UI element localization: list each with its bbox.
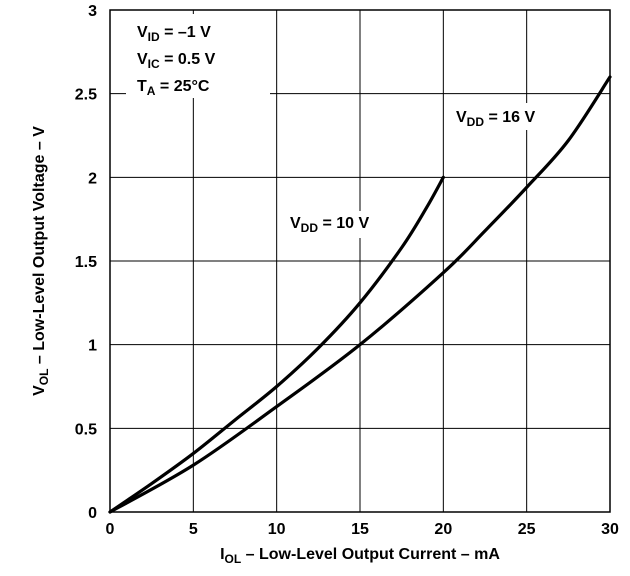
x-tick-labels: 0 5 10 15 20 25 30: [106, 521, 619, 538]
x-tick-label: 10: [268, 521, 286, 538]
y-tick-label: 0: [88, 505, 97, 522]
y-tick-label: 1.5: [75, 254, 97, 271]
y-axis-title: VOL – Low-Level Output Voltage – V: [31, 126, 51, 396]
x-tick-label: 0: [106, 521, 115, 538]
y-tick-label: 0.5: [75, 421, 97, 438]
series-label-vdd10: VDD = 10 V: [290, 215, 369, 235]
y-tick-label: 2.5: [75, 87, 97, 104]
series-lines: [108, 75, 612, 514]
y-tick-label: 2: [88, 170, 97, 187]
label-box-vdd10: [282, 211, 404, 238]
condition-ta: TA = 25°C: [137, 78, 210, 98]
condition-vid: VID = –1 V: [137, 24, 211, 44]
series-label-vdd16: VDD = 16 V: [456, 109, 535, 129]
condition-vic: VIC = 0.5 V: [137, 51, 216, 71]
label-box-vdd16: [450, 103, 572, 130]
conditions-box: [126, 14, 270, 98]
y-tick-label: 3: [88, 3, 97, 20]
series-line-1: [108, 75, 612, 514]
x-tick-label: 30: [601, 521, 619, 538]
x-tick-label: 20: [434, 521, 452, 538]
plot-frame: [109, 9, 611, 513]
y-tick-label: 1: [88, 338, 97, 355]
y-tick-labels: 0 0.5 1 1.5 2 2.5 3: [75, 3, 97, 522]
series-line-0: [108, 175, 445, 514]
x-axis-title: IOL – Low-Level Output Current – mA: [220, 546, 500, 566]
x-tick-label: 5: [189, 521, 198, 538]
x-tick-label: 15: [351, 521, 369, 538]
x-tick-label: 25: [518, 521, 536, 538]
